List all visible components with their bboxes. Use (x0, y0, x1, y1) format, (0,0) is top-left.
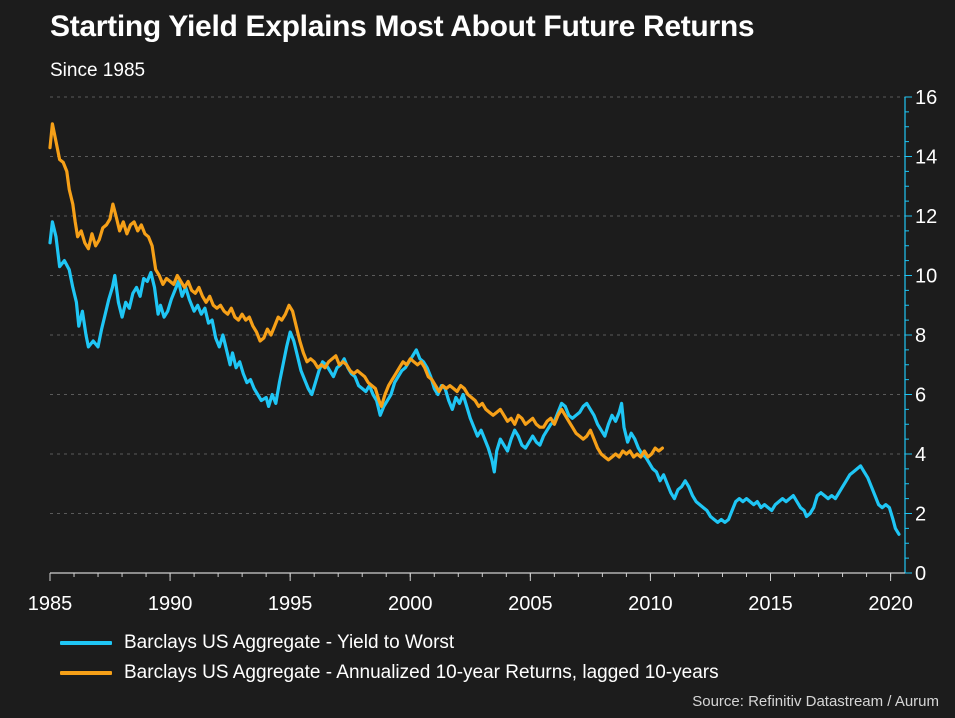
y-tick-label: 12 (915, 206, 937, 228)
y-tick-label: 6 (915, 385, 926, 407)
x-tick-label: 2020 (868, 593, 913, 615)
chart-title: Starting Yield Explains Most About Futur… (50, 10, 755, 43)
chart-legend: Barclays US Aggregate - Yield to Worst B… (60, 628, 719, 688)
legend-item-yield: Barclays US Aggregate - Yield to Worst (60, 628, 719, 658)
y-tick-label: 4 (915, 444, 926, 466)
legend-label-returns: Barclays US Aggregate - Annualized 10-ye… (124, 662, 719, 683)
y-tick-label: 10 (915, 266, 937, 288)
x-tick-label: 2010 (628, 593, 673, 615)
y-tick-label: 8 (915, 325, 926, 347)
x-tick-label: 2000 (388, 593, 433, 615)
y-tick-label: 14 (915, 147, 937, 169)
legend-label-yield: Barclays US Aggregate - Yield to Worst (124, 632, 455, 653)
y-tick-label: 0 (915, 563, 926, 585)
x-tick-label: 1985 (28, 593, 73, 615)
source-note: Source: Refinitiv Datastream / Aurum (692, 693, 939, 710)
x-tick-label: 1990 (148, 593, 193, 615)
series-line-returns (48, 122, 664, 462)
x-tick-label: 1995 (268, 593, 313, 615)
y-tick-label: 2 (915, 504, 926, 526)
legend-swatch-returns (60, 671, 112, 675)
chart-subtitle: Since 1985 (50, 60, 146, 81)
y-tick-label: 16 (915, 87, 937, 109)
legend-item-returns: Barclays US Aggregate - Annualized 10-ye… (60, 658, 719, 688)
x-tick-label: 2015 (748, 593, 793, 615)
x-tick-label: 2005 (508, 593, 553, 615)
legend-swatch-yield (60, 641, 112, 645)
series-line-yield (48, 220, 901, 536)
